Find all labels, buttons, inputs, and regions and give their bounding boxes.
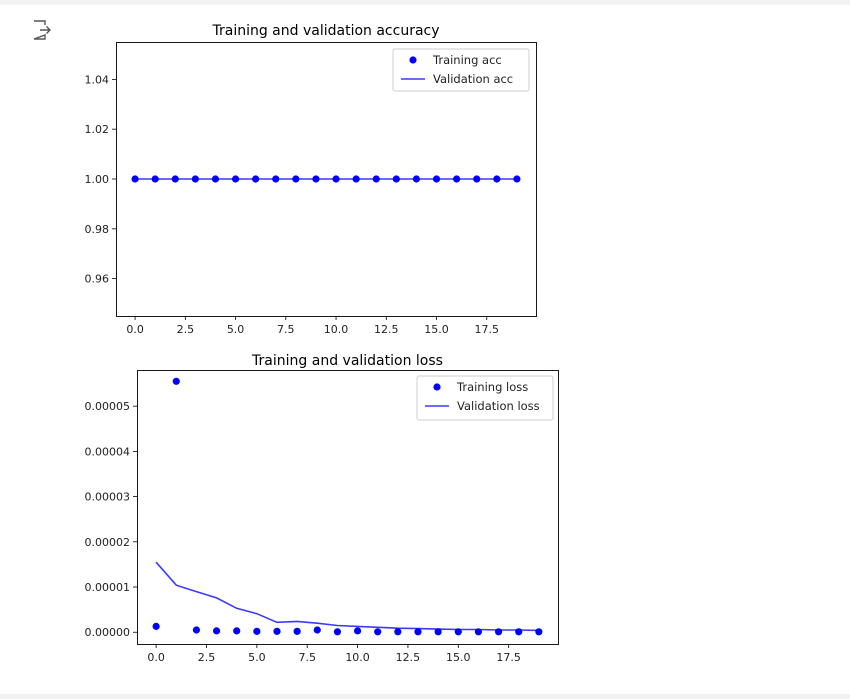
loss-x-tick-label: 17.5	[496, 651, 521, 664]
output-arrow-icon	[33, 20, 51, 40]
loss-chart-title: Training and validation loss	[251, 353, 443, 369]
loss-y-tick-label: 0.00003	[85, 491, 131, 504]
acc-plot-frame	[116, 42, 537, 317]
loss-y-tick-label: 0.00005	[85, 400, 131, 413]
loss-x-tick-label: 2.5	[198, 651, 216, 664]
acc-x-tick-label: 5.0	[227, 323, 245, 336]
acc-x-tick-label: 10.0	[324, 323, 349, 336]
acc-training-point	[272, 175, 280, 183]
acc-training-point	[513, 175, 521, 183]
acc-training-point	[432, 175, 441, 183]
acc-y-tick-label: 1.02	[85, 123, 110, 136]
loss-validation-line	[155, 561, 539, 632]
acc-x-tick-label: 12.5	[374, 323, 399, 336]
loss-training-point	[394, 628, 402, 636]
loss-x-tick-label: 7.5	[298, 651, 316, 664]
loss-training-point	[333, 628, 342, 636]
loss-training-point	[454, 628, 462, 636]
acc-training-point	[191, 175, 199, 183]
acc-training-point	[252, 175, 260, 183]
acc-training-point	[392, 175, 400, 183]
loss-training-point	[313, 626, 321, 634]
loss-training-point	[494, 628, 503, 636]
loss-training-point	[152, 622, 160, 630]
acc-training-point	[453, 175, 461, 183]
loss-training-point	[353, 627, 362, 635]
acc-legend-marker-training	[409, 56, 417, 64]
acc-training-point	[412, 175, 421, 183]
acc-training-point	[352, 175, 360, 183]
acc-legend-label: Validation acc	[433, 72, 513, 86]
loss-training-point	[414, 628, 422, 636]
acc-training-point	[211, 175, 220, 183]
loss-x-tick-label: 5.0	[248, 651, 266, 664]
loss-x-tick-label: 12.5	[396, 651, 421, 664]
loss-legend-box	[416, 375, 554, 421]
loss-plot-frame	[137, 370, 559, 645]
loss-legend-marker-training	[433, 383, 441, 391]
acc-x-tick-label: 15.0	[424, 323, 449, 336]
acc-x-tick-label: 2.5	[177, 323, 195, 336]
loss-training-point	[233, 627, 241, 635]
acc-x-tick-label: 7.5	[277, 323, 295, 336]
acc-y-tick-label: 1.00	[85, 173, 110, 186]
acc-training-point	[151, 175, 159, 183]
loss-x-tick-label: 15.0	[446, 651, 471, 664]
loss-y-tick-label: 0.00002	[85, 536, 131, 549]
loss-y-tick-label: 0.00004	[85, 445, 131, 458]
acc-training-point	[312, 175, 320, 183]
acc-x-tick-label: 17.5	[475, 323, 500, 336]
loss-training-point	[172, 377, 180, 385]
acc-y-tick-label: 0.96	[85, 273, 110, 286]
accuracy-chart: Training and validation accuracy 0.0 2.5 5.…	[85, 23, 537, 336]
loss-training-point	[192, 626, 201, 634]
acc-training-point	[292, 175, 300, 183]
loss-chart: Training and validation loss 0.0 2.5 5.0 7.5…	[85, 353, 559, 664]
acc-training-point	[332, 175, 340, 183]
cell-top-border	[0, 0, 850, 5]
loss-training-point	[273, 627, 281, 635]
loss-training-point	[535, 628, 543, 636]
acc-training-point	[493, 175, 501, 183]
loss-training-point	[374, 628, 382, 636]
loss-training-point	[515, 628, 523, 636]
loss-training-point	[212, 627, 221, 635]
loss-training-point	[253, 627, 261, 635]
loss-legend-label: Validation loss	[457, 399, 540, 413]
loss-legend-label: Training loss	[456, 380, 528, 394]
acc-training-point	[231, 175, 240, 183]
acc-y-tick-label: 0.98	[85, 223, 110, 236]
acc-x-tick-label: 0.0	[126, 323, 144, 336]
loss-training-point	[474, 628, 483, 636]
loss-y-tick-label: 0.00001	[85, 581, 131, 594]
loss-training-point	[434, 628, 442, 636]
cell-bottom-border	[0, 694, 850, 699]
loss-y-tick-label: 0.00000	[85, 626, 131, 639]
acc-y-tick-label: 1.04	[85, 73, 110, 86]
acc-chart-title: Training and validation accuracy	[211, 23, 439, 39]
acc-training-point	[171, 175, 179, 183]
loss-x-tick-label: 10.0	[345, 651, 370, 664]
acc-legend-box	[392, 48, 530, 92]
acc-legend-label: Training acc	[432, 53, 502, 67]
acc-training-point	[131, 175, 139, 183]
loss-x-tick-label: 0.0	[147, 651, 165, 664]
acc-training-point	[473, 175, 481, 183]
acc-training-point	[372, 175, 380, 183]
loss-training-point	[293, 627, 301, 635]
